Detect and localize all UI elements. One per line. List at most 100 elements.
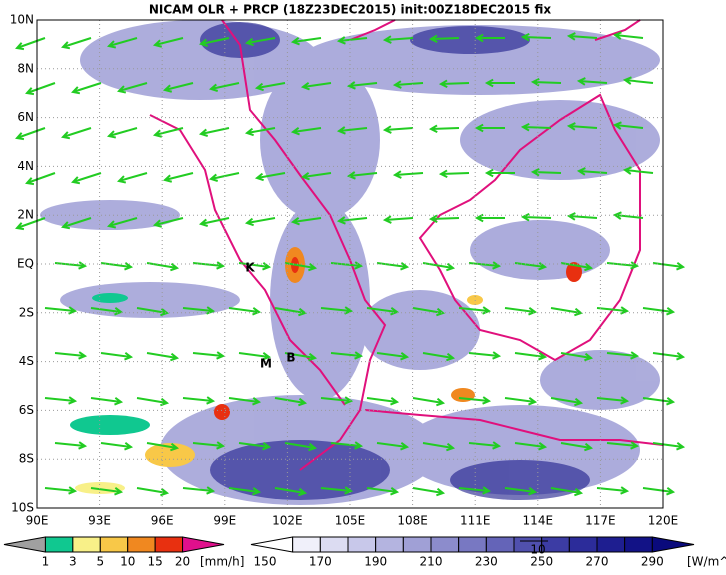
wind-arrow <box>192 441 226 450</box>
legend-label: 10 <box>120 555 135 569</box>
wind-arrow <box>116 82 148 94</box>
place-label: B <box>286 351 295 365</box>
legend-unit: [mm/h] <box>200 555 244 569</box>
wind-arrow <box>90 307 124 316</box>
wind-arrow <box>198 37 230 47</box>
wind-arrow <box>652 352 686 361</box>
vector-ref-label: 10 <box>530 543 545 557</box>
lon-label: 111E <box>460 514 491 528</box>
wind-arrow <box>208 82 240 92</box>
wind-arrow <box>566 32 598 41</box>
wind-arrow <box>228 487 262 496</box>
wind-arrow <box>520 212 552 222</box>
legend-swatch <box>430 536 460 553</box>
wind-arrow <box>504 397 538 406</box>
wind-arrow <box>392 170 424 179</box>
legend-swatch <box>568 536 598 553</box>
legend-swatch <box>485 536 515 553</box>
wind-arrow <box>61 127 92 140</box>
wind-arrow <box>520 32 552 42</box>
wind-arrow <box>290 127 322 136</box>
wind-arrow <box>576 167 608 176</box>
wind-arrow <box>514 442 548 451</box>
legend-label: 3 <box>69 555 77 569</box>
wind-arrow <box>366 307 400 316</box>
legend-label: 230 <box>475 555 498 569</box>
wind-arrow <box>284 442 318 452</box>
wind-arrow <box>596 396 630 405</box>
wind-arrow <box>336 126 368 135</box>
wind-arrow <box>61 217 92 230</box>
map-area: K M B <box>15 19 686 509</box>
lat-label: 4S <box>19 354 34 368</box>
wind-arrow <box>366 397 400 406</box>
legend-swatch <box>402 536 432 553</box>
wind-arrow <box>320 396 354 405</box>
wind-arrow <box>422 442 456 452</box>
wind-arrow <box>90 397 124 406</box>
wind-arrow <box>346 171 378 180</box>
lon-label: 105E <box>335 514 366 528</box>
wind-arrow <box>162 172 194 183</box>
wind-arrow <box>566 212 598 221</box>
wind-arrow <box>116 172 148 184</box>
wind-arrow <box>474 123 505 133</box>
wind-arrow <box>622 76 654 85</box>
wind-arrow <box>438 79 470 89</box>
wind-arrow <box>198 217 230 227</box>
lat-label: 6S <box>19 403 34 417</box>
lon-label: 99E <box>213 514 236 528</box>
wind-arrow <box>612 31 644 40</box>
wind-arrow <box>642 487 676 496</box>
grid <box>37 20 663 508</box>
legend-swatch <box>99 536 129 553</box>
legend-swatch <box>250 536 294 553</box>
wind-arrow <box>382 215 414 224</box>
wind-vectors <box>15 31 686 497</box>
wind-arrow <box>320 486 354 495</box>
wind-arrow <box>15 217 46 231</box>
lat-label: 8N <box>17 61 34 75</box>
legend-swatch <box>127 536 156 553</box>
wind-arrow <box>100 442 134 451</box>
legend-swatch <box>651 536 695 553</box>
wind-arrow <box>458 306 492 315</box>
wind-arrow <box>61 37 92 50</box>
wind-arrow <box>54 351 88 360</box>
legend-swatch <box>3 536 46 553</box>
lon-label: 96E <box>151 514 174 528</box>
wind-arrow <box>336 216 368 225</box>
lat-label: 8S <box>19 452 34 466</box>
legend-swatch <box>182 536 225 553</box>
wind-arrow <box>244 217 276 227</box>
lon-label: 90E <box>26 514 49 528</box>
legend-swatch <box>541 536 570 553</box>
place-label: K <box>245 261 255 275</box>
legend-label: 190 <box>364 555 387 569</box>
wind-arrow <box>192 351 226 360</box>
legend-swatch <box>72 536 101 553</box>
wind-arrow <box>330 441 364 450</box>
wind-arrow <box>422 262 456 272</box>
wind-arrow <box>366 487 400 496</box>
wind-arrow <box>652 442 686 451</box>
wind-arrow <box>228 307 262 316</box>
wind-arrow <box>596 306 630 315</box>
place-label: M <box>260 357 272 371</box>
lon-label: 120E <box>648 514 679 528</box>
wind-arrow <box>300 82 332 91</box>
wind-arrow <box>90 487 124 496</box>
wind-arrow <box>428 34 460 44</box>
wind-arrow <box>336 36 368 45</box>
wind-arrow <box>642 397 676 406</box>
legend-label: 270 <box>586 555 609 569</box>
wind-arrow <box>146 352 180 362</box>
wind-arrow <box>412 487 446 497</box>
legend-swatch <box>319 536 349 553</box>
wind-arrow <box>438 169 470 179</box>
wind-arrow <box>530 77 562 87</box>
lat-label: 2S <box>19 305 34 319</box>
wind-arrow <box>504 487 538 496</box>
wind-arrow <box>182 396 216 405</box>
wind-arrow <box>44 486 78 495</box>
